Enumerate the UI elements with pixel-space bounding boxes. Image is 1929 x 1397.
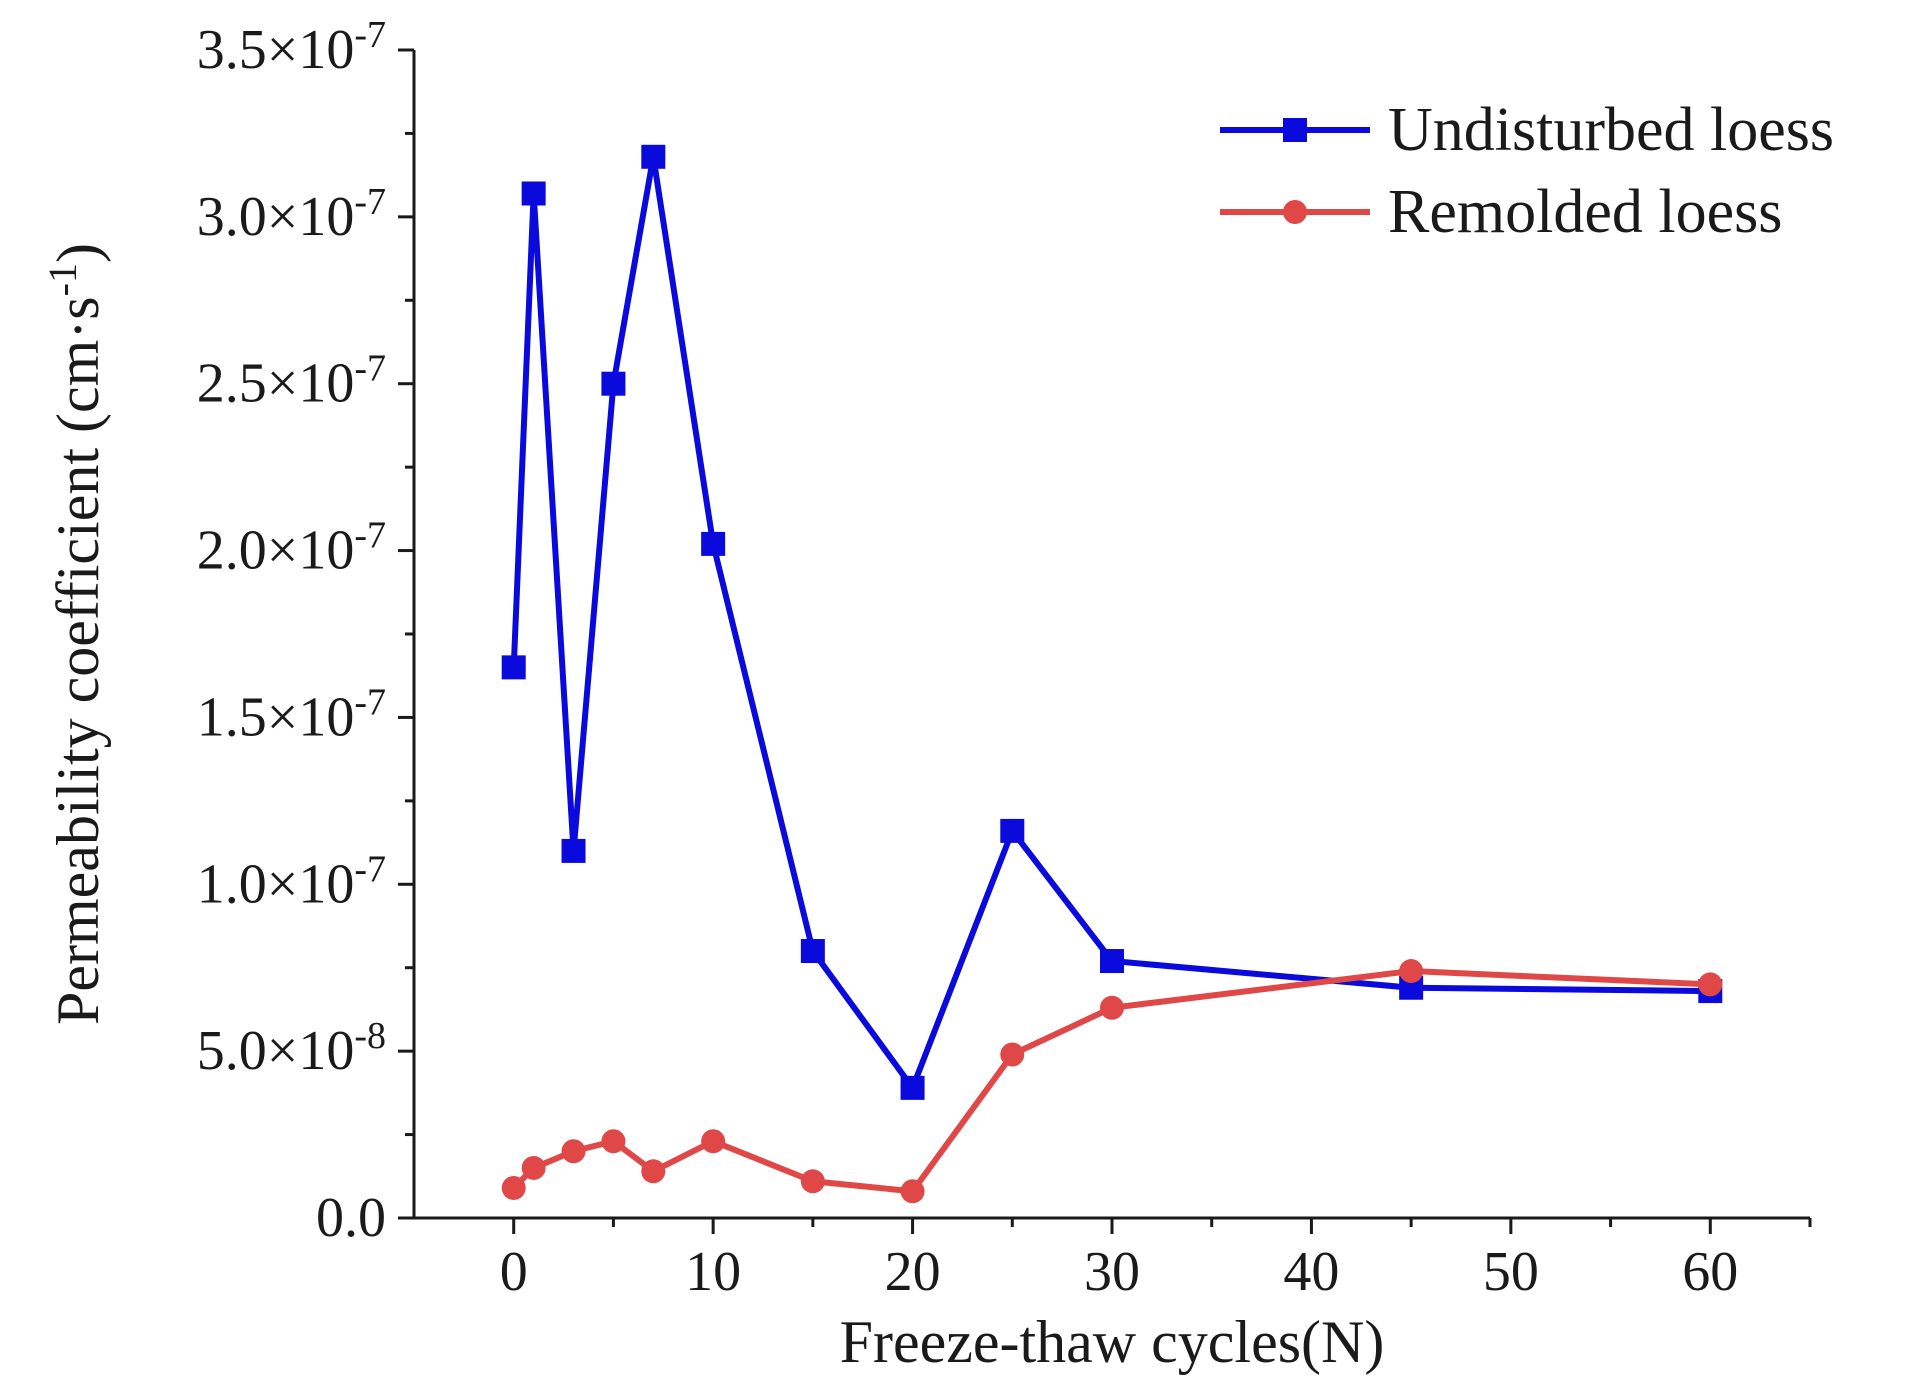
legend-entry: Remolded loess (1220, 178, 1782, 246)
legend-entry: Undisturbed loess (1220, 96, 1834, 164)
x-tick-label: 0 (500, 1241, 528, 1303)
legend-swatch-square (1283, 118, 1307, 142)
data-point-square (1000, 818, 1025, 843)
data-point-circle (1100, 995, 1124, 1020)
data-point-square (900, 1075, 925, 1100)
series-undisturbed-loess (501, 144, 1723, 1100)
axis-titles: Freeze-thaw cycles(N) Permeability coeff… (40, 243, 1385, 1375)
data-point-circle (1000, 1042, 1025, 1067)
legend-swatch-circle (1283, 200, 1307, 224)
data-point-circle (641, 1159, 666, 1184)
data-point-square (701, 531, 726, 556)
y-tick-label: 3.5×10-7 (197, 14, 386, 81)
data-point-square (521, 181, 546, 206)
y-tick-label: 0.0 (316, 1187, 386, 1249)
y-tick-label: 1.5×10-7 (197, 681, 386, 748)
x-tick-label: 10 (685, 1241, 741, 1303)
data-point-square (501, 655, 526, 680)
y-axis-title-main: Permeability coefficient (cm·s (45, 296, 111, 1025)
data-point-square (1100, 949, 1124, 974)
data-point-circle (900, 1179, 925, 1204)
x-tick-label: 30 (1084, 1241, 1140, 1303)
x-tick-label: 20 (885, 1241, 941, 1303)
data-point-circle (800, 1169, 825, 1194)
y-tick-label: 1.0×10-7 (197, 848, 386, 915)
y-tick-label: 2.5×10-7 (197, 348, 386, 415)
x-tick-label: 60 (1682, 1241, 1738, 1303)
data-point-circle (1399, 959, 1424, 984)
y-axis-title-close: ) (45, 243, 111, 263)
series-layer (501, 144, 1723, 1204)
data-point-circle (561, 1139, 586, 1164)
y-axis-title: Permeability coefficient (cm·s-1) (40, 243, 112, 1025)
legend: Undisturbed loess Remolded loess (1220, 96, 1834, 246)
data-point-circle (521, 1155, 546, 1180)
y-tick-label: 2.0×10-7 (197, 515, 386, 582)
y-tick-label: 3.0×10-7 (197, 181, 386, 248)
y-tick-label: 5.0×10-8 (197, 1015, 386, 1082)
series-remolded-loess (501, 959, 1723, 1204)
data-point-square (601, 371, 626, 396)
data-point-circle (501, 1175, 526, 1200)
axes: 0.0 5.0×10-8 1.0×10-7 1.5×10-7 2.0×10-7 2.5×1… (197, 14, 1812, 1303)
x-axis-title: Freeze-thaw cycles(N) (840, 1309, 1385, 1375)
legend-label: Undisturbed loess (1388, 96, 1834, 164)
data-point-circle (701, 1129, 726, 1154)
series-line (510, 156, 1711, 1095)
data-point-square (800, 939, 825, 964)
data-point-circle (601, 1129, 626, 1154)
x-tick-label: 40 (1283, 1241, 1339, 1303)
y-axis-title-sup: -1 (40, 263, 85, 296)
x-tick-label: 50 (1483, 1241, 1539, 1303)
data-point-square (641, 144, 666, 169)
data-point-circle (1698, 972, 1723, 997)
data-point-square (561, 838, 586, 863)
legend-label: Remolded loess (1388, 178, 1782, 246)
